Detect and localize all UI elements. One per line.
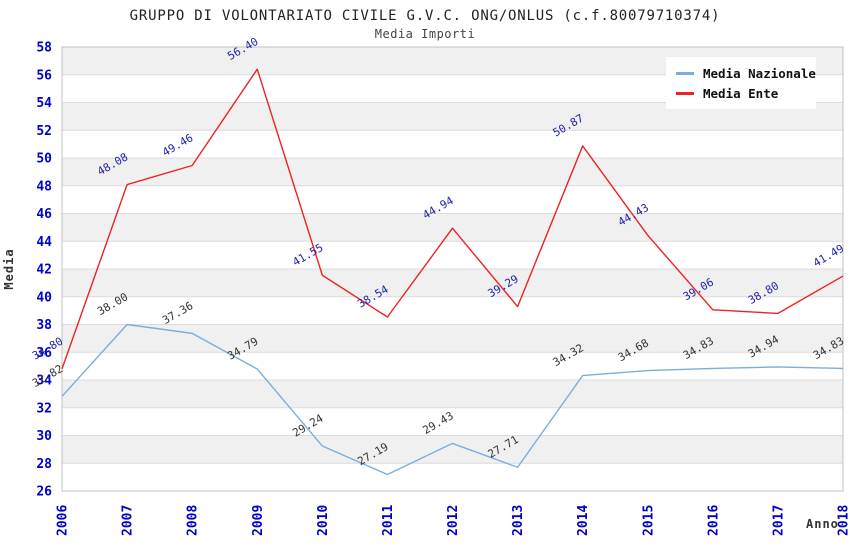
- legend-item-media-ente: Media Ente: [676, 83, 808, 103]
- x-tick-label: 2013: [511, 505, 526, 536]
- point-label: 41.49: [811, 242, 846, 270]
- band: [62, 435, 843, 464]
- y-tick-label: 40: [36, 290, 52, 305]
- x-tick-label: 2016: [706, 505, 721, 536]
- band: [62, 213, 843, 242]
- y-tick-label: 28: [36, 457, 52, 472]
- point-label: 37.36: [160, 299, 195, 327]
- band: [62, 380, 843, 408]
- band: [62, 158, 843, 186]
- y-tick-label: 50: [36, 152, 52, 167]
- legend: Media Nazionale Media Ente: [666, 57, 816, 109]
- y-tick-label: 46: [36, 207, 52, 222]
- band: [62, 269, 843, 297]
- series-line-media-ente: [61, 68, 844, 370]
- x-tick-label: 2009: [251, 505, 266, 536]
- y-tick-label: 42: [36, 263, 52, 278]
- series-line-media-nazionale: [61, 323, 844, 476]
- x-tick-label: 2006: [56, 505, 71, 536]
- chart-title: GRUPPO DI VOLONTARIATO CIVILE G.V.C. ONG…: [129, 8, 721, 24]
- media-ente-line-swatch: [676, 91, 694, 95]
- x-tick-label: 2008: [186, 505, 201, 536]
- x-tick-label: 2010: [316, 505, 331, 536]
- chart-subtitle: Media Importi: [374, 27, 476, 41]
- x-tick-label: 2015: [641, 505, 656, 536]
- legend-item-media-nazionale: Media Nazionale: [676, 63, 816, 83]
- legend-label-media-nazionale: Media Nazionale: [703, 65, 816, 81]
- band: [62, 324, 843, 353]
- point-label: 41.55: [290, 241, 325, 269]
- x-tick-label: 2007: [121, 505, 136, 536]
- x-axis-title: Anno: [806, 517, 839, 531]
- y-tick-label: 48: [36, 179, 52, 194]
- x-tick-label: 2018: [837, 505, 850, 536]
- y-tick-label: 38: [36, 318, 52, 333]
- y-tick-label: 36: [36, 346, 52, 361]
- y-tick-label: 32: [36, 401, 52, 416]
- media-nazionale-line-swatch: [676, 71, 694, 75]
- y-tick-label: 26: [36, 485, 52, 500]
- y-tick-label: 52: [36, 124, 52, 139]
- y-axis-title: Media: [2, 248, 16, 290]
- point-label: 29.43: [421, 409, 456, 437]
- y-tick-label: 58: [36, 41, 52, 56]
- plot-border: [61, 46, 844, 492]
- y-tick-label: 54: [36, 96, 52, 111]
- x-tick-label: 2011: [381, 505, 396, 536]
- y-tick-label: 56: [36, 68, 52, 83]
- x-tick-label: 2014: [576, 505, 591, 536]
- y-tick-label: 44: [36, 235, 52, 250]
- legend-label-media-ente: Media Ente: [703, 85, 779, 101]
- x-tick-label: 2017: [771, 505, 786, 536]
- point-label: 49.46: [160, 131, 195, 159]
- y-tick-label: 34: [36, 374, 52, 389]
- y-tick-label: 30: [36, 429, 52, 444]
- x-tick-label: 2012: [446, 505, 461, 536]
